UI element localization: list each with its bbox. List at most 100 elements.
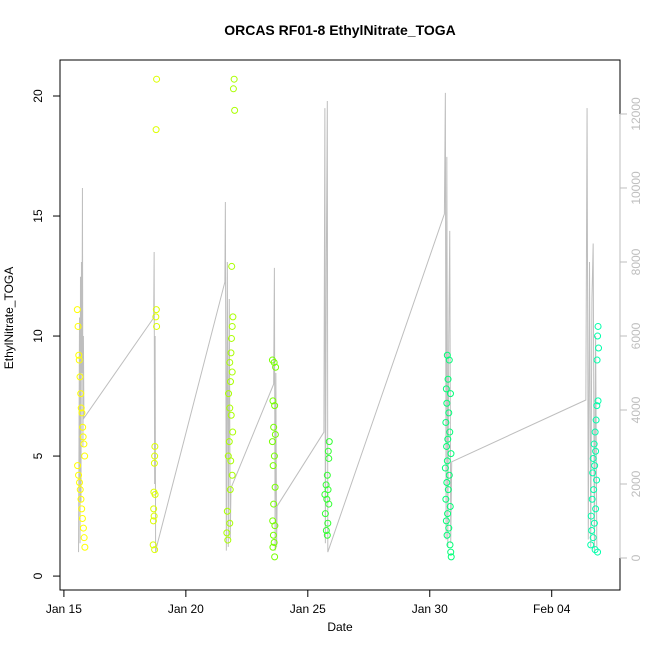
- data-point: [272, 363, 280, 371]
- data-point: [269, 397, 277, 405]
- data-point: [587, 541, 595, 549]
- data-point: [152, 313, 160, 321]
- data-point: [77, 404, 85, 412]
- y2-tick-label: 8000: [629, 248, 643, 275]
- data-point: [324, 447, 332, 455]
- data-point: [587, 512, 595, 520]
- data-point: [228, 322, 236, 330]
- data-point: [74, 322, 82, 330]
- data-point: [591, 428, 599, 436]
- data-point: [322, 526, 330, 534]
- data-point: [446, 390, 454, 398]
- data-point: [229, 428, 237, 436]
- data-point: [442, 517, 450, 525]
- data-point: [271, 402, 279, 410]
- data-point: [75, 471, 83, 479]
- data-point: [227, 349, 235, 357]
- data-point: [447, 553, 455, 561]
- data-point: [593, 402, 601, 410]
- data-point: [270, 358, 278, 366]
- altitude-line: [78, 92, 598, 553]
- data-point: [223, 529, 231, 537]
- data-point: [442, 418, 450, 426]
- data-point: [444, 435, 452, 443]
- data-point: [149, 541, 157, 549]
- data-point: [226, 378, 234, 386]
- data-point: [441, 464, 449, 472]
- data-point: [152, 126, 160, 134]
- data-point: [151, 442, 159, 450]
- data-point: [594, 548, 602, 556]
- data-point: [78, 409, 86, 417]
- data-point: [446, 428, 454, 436]
- data-point: [79, 423, 87, 431]
- data-point: [593, 476, 601, 484]
- data-point: [270, 538, 278, 546]
- data-point: [227, 334, 235, 342]
- data-point: [442, 385, 450, 393]
- data-point: [443, 531, 451, 539]
- data-point: [229, 85, 237, 93]
- y-tick-label: 20: [31, 89, 45, 103]
- data-point: [79, 524, 87, 532]
- data-point: [151, 490, 159, 498]
- data-point: [81, 543, 89, 551]
- data-point: [591, 462, 599, 470]
- data-point: [226, 486, 234, 494]
- data-point: [588, 526, 596, 534]
- data-point: [590, 519, 598, 527]
- data-point: [149, 517, 157, 525]
- data-point: [227, 411, 235, 419]
- data-point: [323, 531, 331, 539]
- data-point: [80, 534, 88, 542]
- data-point: [73, 306, 81, 314]
- data-point: [230, 75, 238, 83]
- data-point: [151, 546, 159, 554]
- data-point: [443, 457, 451, 465]
- data-point: [228, 368, 236, 376]
- y-tick-label: 0: [31, 572, 45, 579]
- data-point: [74, 462, 82, 470]
- data-point: [589, 454, 597, 462]
- data-point: [321, 510, 329, 518]
- data-point: [446, 541, 454, 549]
- data-point: [324, 486, 332, 494]
- data-point: [270, 452, 278, 460]
- data-point: [76, 478, 84, 486]
- data-point: [271, 483, 279, 491]
- data-point: [268, 438, 276, 446]
- x-axis-label: Date: [327, 620, 353, 634]
- data-point: [445, 471, 453, 479]
- x-tick-label: Jan 15: [46, 602, 82, 616]
- data-point: [150, 459, 158, 467]
- data-point: [231, 106, 239, 114]
- data-point: [153, 75, 161, 83]
- data-point: [443, 399, 451, 407]
- data-point: [229, 313, 237, 321]
- data-point: [80, 440, 88, 448]
- data-point: [595, 344, 603, 352]
- chart-title: ORCAS RF01-8 EthylNitrate_TOGA: [224, 22, 456, 38]
- data-point: [78, 505, 86, 513]
- data-point: [228, 262, 236, 270]
- x-tick-label: Feb 04: [533, 602, 571, 616]
- data-point: [593, 356, 601, 364]
- data-point: [152, 306, 160, 314]
- data-point: [271, 430, 279, 438]
- data-point: [150, 512, 158, 520]
- data-point: [150, 505, 158, 513]
- data-point: [78, 514, 86, 522]
- data-point: [75, 356, 83, 364]
- data-point: [444, 510, 452, 518]
- data-point: [594, 397, 602, 405]
- data-point: [592, 447, 600, 455]
- data-point: [594, 322, 602, 330]
- data-point: [226, 519, 234, 527]
- data-point: [269, 462, 277, 470]
- data-point: [75, 351, 83, 359]
- x-tick-label: Jan 25: [290, 602, 326, 616]
- data-point: [228, 471, 236, 479]
- data-point: [226, 404, 234, 412]
